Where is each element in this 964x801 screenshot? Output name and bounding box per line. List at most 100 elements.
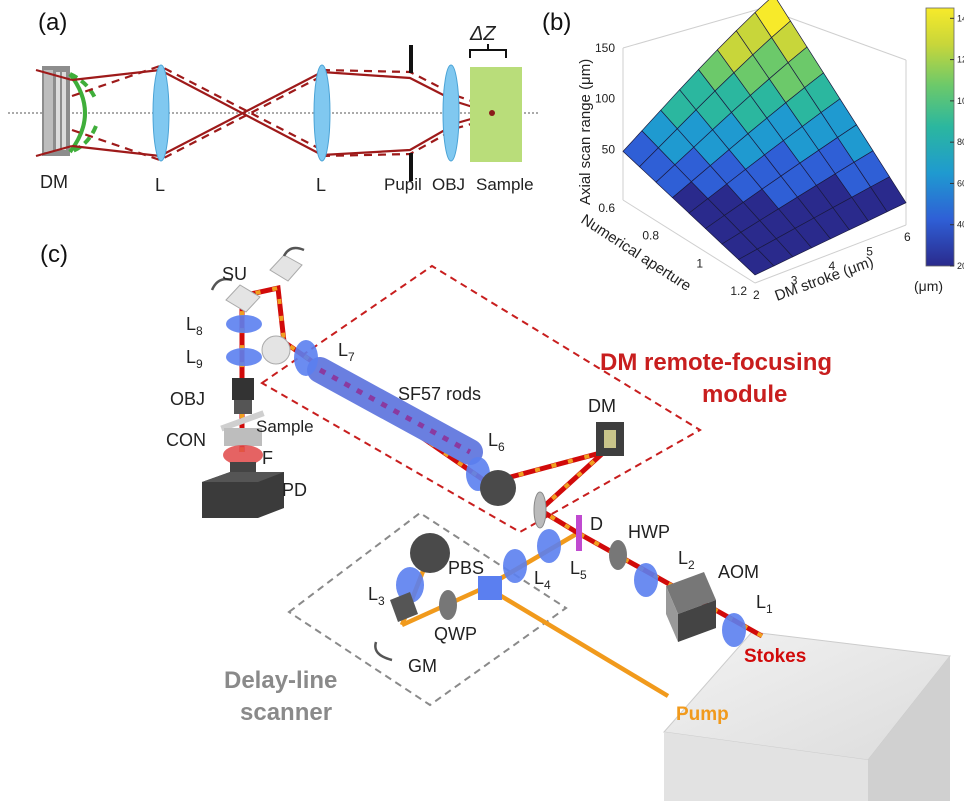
filter-icon (223, 445, 263, 465)
colorbar-tick-label: 120 (957, 55, 964, 65)
condenser-icon (224, 428, 262, 446)
pupil-bottom-icon (409, 153, 413, 181)
mirror-3-icon (533, 491, 547, 529)
y-axis-label: Numerical aperture (578, 211, 694, 295)
l7-label: L7 (338, 340, 355, 364)
gm-rotation-icon (374, 641, 393, 662)
lens-l8-icon (226, 315, 262, 333)
sample-label: Sample (476, 175, 534, 194)
lens-l9-icon (226, 348, 262, 366)
colorbar-tick-label: 100 (957, 96, 964, 106)
l3-label: L3 (368, 584, 385, 608)
colorbar-tick-label: 140 (957, 13, 964, 23)
pbs-label: PBS (448, 558, 484, 578)
sample-slide-icon (220, 410, 265, 432)
colorbar-tick-label: 40 (957, 220, 964, 230)
x-tick-label: 5 (866, 245, 873, 259)
lens-l3-icon (396, 567, 424, 603)
colorbar (925, 7, 955, 267)
d-label: D (590, 514, 603, 534)
sample-label-c: Sample (256, 417, 314, 436)
z-tick-label: 50 (602, 142, 616, 156)
x-tick-label: 2 (753, 288, 760, 302)
mirror-4-icon (410, 533, 450, 573)
panel-c: (c) (40, 241, 951, 801)
lens-l1-icon (722, 613, 746, 647)
x-axis-label: DM stroke (μm) (773, 253, 876, 304)
x-tick-label: 3 (791, 274, 798, 288)
l5-label: L5 (570, 558, 587, 582)
lens-l5-icon (537, 529, 561, 563)
pupil-label: Pupil (384, 175, 422, 194)
z-tick-label: 100 (595, 92, 615, 106)
x-tick-label: 6 (904, 230, 911, 244)
obj-label-c: OBJ (170, 389, 205, 409)
y-axis-ticks: 0.6 0.8 1 1.2 (598, 201, 747, 298)
x-tick-label: 4 (829, 259, 836, 273)
sf57-rods-icon (307, 357, 483, 465)
surface-plot (622, 0, 907, 276)
colorbar-unit: (μm) (914, 278, 943, 294)
lens-2-icon (313, 64, 331, 162)
delay-line-outline (287, 511, 568, 707)
lens-1-label: L (155, 175, 165, 195)
y-tick-label: 0.8 (642, 229, 659, 243)
aom-icon (666, 572, 716, 642)
lens-1-icon (152, 64, 170, 162)
pbs-icon (478, 576, 502, 600)
galvo-mirror-icon (390, 592, 418, 622)
colorbar-tick-label: 80 (957, 137, 964, 147)
focus-point-icon (489, 110, 495, 116)
y-tick-label: 1 (696, 256, 703, 270)
y-tick-label: 0.6 (598, 201, 615, 215)
dm-module-label-2: module (702, 381, 787, 408)
aom-label: AOM (718, 562, 759, 582)
f-label: F (262, 448, 273, 468)
y-tick-label: 1.2 (730, 284, 747, 298)
lens-l4-icon (503, 549, 527, 583)
photodiode-icon (202, 462, 284, 518)
lens-l7-icon (294, 340, 318, 376)
objective-icon (232, 378, 254, 414)
con-label: CON (166, 430, 206, 450)
dm-icon (596, 422, 624, 456)
l9-label: L9 (186, 347, 203, 371)
dm-module-label-1: DM remote-focusing (600, 349, 832, 376)
z-tick-label: 150 (595, 41, 615, 55)
lens-2-label: L (316, 175, 326, 195)
dm-label-c: DM (588, 396, 616, 416)
panel-a: (a) ΔZ DM (8, 9, 538, 195)
mirror-2-icon (480, 470, 516, 506)
panel-a-label: (a) (38, 9, 67, 36)
qwp-icon (439, 590, 457, 620)
dz-label: ΔZ (469, 23, 496, 45)
z-axis-ticks: 50 100 150 (595, 41, 615, 156)
dichroic-icon (576, 515, 582, 551)
dm-module-outline (260, 264, 702, 534)
hwp-label: HWP (628, 522, 670, 542)
x-axis-ticks: 2 3 4 5 6 (753, 230, 911, 302)
z-axis-label: Axial scan range (μm) (577, 59, 594, 205)
pump-label: Pump (676, 704, 729, 725)
pd-label: PD (282, 480, 307, 500)
l6-label: L6 (488, 430, 505, 454)
colorbar-tick-label: 20 (957, 261, 964, 271)
dm-label: DM (40, 172, 68, 192)
laser-source-icon (663, 631, 951, 801)
hwp-icon (609, 540, 627, 570)
sf57-label: SF57 rods (398, 384, 481, 404)
stokes-label: Stokes (744, 646, 806, 667)
sample-block-icon (470, 67, 522, 162)
scan-unit-icon (210, 246, 305, 313)
colorbar-tick-label: 60 (957, 178, 964, 188)
panel-c-label: (c) (40, 241, 68, 268)
l2-label: L2 (678, 548, 695, 572)
surface-patch (870, 176, 907, 213)
obj-label: OBJ (432, 175, 465, 194)
su-label: SU (222, 264, 247, 284)
pupil-top-icon (409, 45, 413, 73)
colorbar-ticks: 20 40 60 80 100 120 140 (950, 13, 964, 271)
panel-b: (b) 50 100 150 2 3 4 5 6 0.6 0.8 1 1.2 Axial scan… (542, 0, 964, 305)
dz-bracket-icon (469, 44, 507, 58)
l4-label: L4 (534, 568, 551, 592)
